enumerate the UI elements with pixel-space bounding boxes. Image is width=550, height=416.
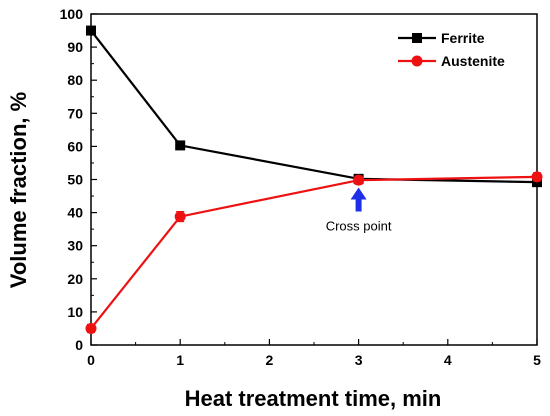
y-tick-label: 20 <box>67 271 83 287</box>
cross-point-arrow-shaft <box>355 197 362 212</box>
austenite-point <box>174 211 186 223</box>
annotation-layer: Cross point <box>326 187 392 234</box>
ferrite-point <box>86 25 96 36</box>
x-tick-label: 0 <box>87 352 95 368</box>
y-axis-title: Volume fraction, % <box>6 92 31 288</box>
y-tick-label: 80 <box>67 72 83 88</box>
austenite-point <box>353 174 365 186</box>
cross-point-label: Cross point <box>326 219 392 234</box>
legend-ferrite-label: Ferrite <box>441 30 485 46</box>
y-tick-label: 10 <box>67 304 83 320</box>
y-tick-label: 60 <box>67 138 83 154</box>
legend-ferrite-marker <box>412 33 422 43</box>
y-tick-label: 0 <box>75 337 83 353</box>
ferrite-line <box>90 29 538 184</box>
y-tick-label: 30 <box>67 238 83 254</box>
legend-austenite-marker <box>411 55 423 67</box>
cross-point-arrow-head <box>350 187 367 200</box>
y-tick-label: 90 <box>67 39 83 55</box>
x-axis-title: Heat treatment time, min <box>185 386 442 411</box>
y-tick-label: 50 <box>67 172 83 188</box>
austenite-line <box>90 175 538 330</box>
series-layer <box>85 25 543 334</box>
ferrite-point <box>175 140 186 151</box>
austenite-point <box>531 171 543 183</box>
y-tick-label: 40 <box>67 205 83 221</box>
axis-ticks: 0 10 20 30 40 50 60 70 80 90 100 0 1 2 3 4 5 <box>60 6 541 368</box>
x-tick-label: 5 <box>533 352 541 368</box>
x-tick-label: 2 <box>266 352 274 368</box>
x-tick-label: 3 <box>355 352 363 368</box>
legend-austenite-label: Austenite <box>441 53 505 69</box>
austenite-point <box>85 322 97 334</box>
y-tick-label: 70 <box>67 105 83 121</box>
legend: Ferrite Austenite <box>398 30 505 69</box>
x-tick-label: 1 <box>176 352 184 368</box>
y-tick-label: 100 <box>60 6 84 22</box>
x-tick-label: 4 <box>444 352 452 368</box>
